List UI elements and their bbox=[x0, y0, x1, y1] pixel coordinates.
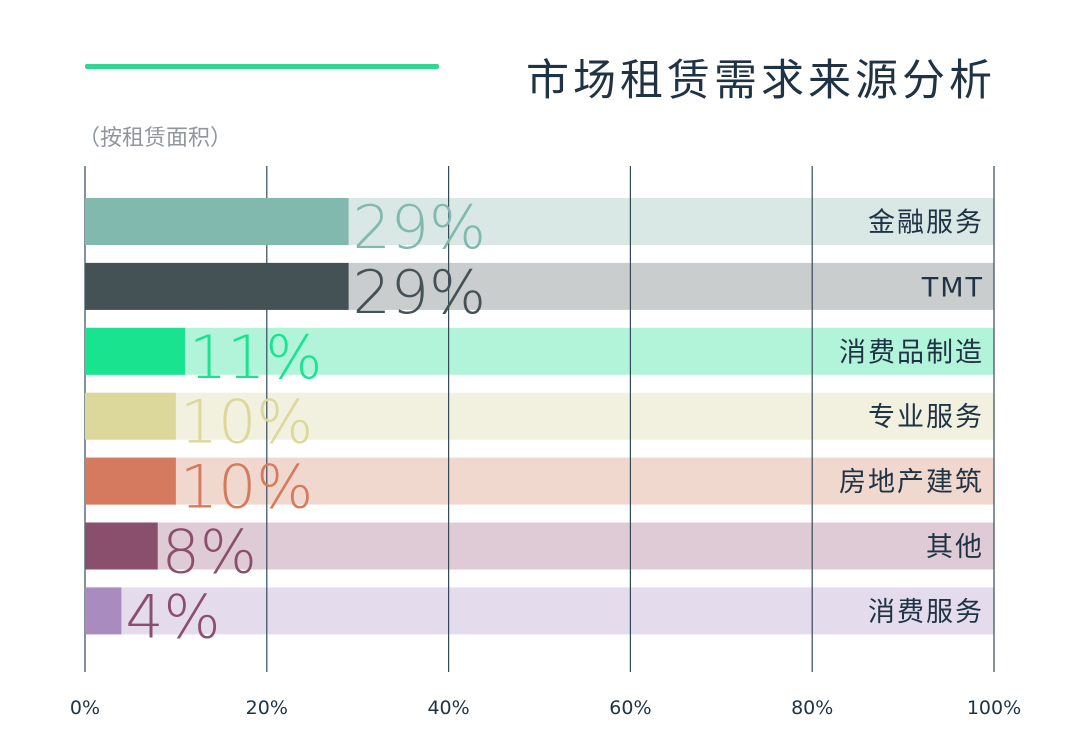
category-label: 专业服务 bbox=[868, 402, 984, 433]
category-label: 金融服务 bbox=[868, 208, 984, 239]
bar bbox=[85, 522, 158, 570]
chart-title: 市场租赁需求来源分析 bbox=[526, 56, 996, 106]
bar-track bbox=[85, 522, 994, 570]
x-tick-label: 80% bbox=[791, 697, 833, 719]
category-label: 房地产建筑 bbox=[839, 467, 984, 498]
category-label: TMT bbox=[921, 272, 984, 303]
data-label: 10% bbox=[180, 453, 313, 523]
data-label: 4% bbox=[125, 582, 220, 652]
data-label: 10% bbox=[180, 388, 313, 458]
data-label: 11% bbox=[189, 323, 322, 393]
bar bbox=[85, 457, 176, 505]
data-label: 29% bbox=[353, 193, 486, 263]
bar bbox=[85, 392, 176, 440]
category-label: 其他 bbox=[926, 532, 984, 563]
bar bbox=[85, 198, 349, 245]
bar-track bbox=[85, 327, 994, 375]
data-label: 8% bbox=[162, 518, 257, 588]
category-label: 消费服务 bbox=[868, 597, 984, 628]
category-label: 消费品制造 bbox=[839, 337, 984, 368]
title-accent-line bbox=[85, 64, 439, 69]
bar bbox=[85, 327, 185, 375]
bar bbox=[85, 587, 122, 635]
x-tick-label: 0% bbox=[70, 697, 100, 719]
bar bbox=[85, 262, 349, 310]
bar-track bbox=[85, 457, 994, 505]
chart-subtitle: （按租赁面积） bbox=[78, 126, 233, 151]
x-tick-label: 100% bbox=[967, 697, 1021, 719]
x-tick-label: 20% bbox=[246, 697, 288, 719]
bar-track bbox=[85, 587, 994, 635]
data-label: 29% bbox=[353, 258, 486, 328]
x-tick-label: 40% bbox=[427, 697, 469, 719]
x-tick-label: 60% bbox=[609, 697, 651, 719]
bar-track bbox=[85, 392, 994, 440]
